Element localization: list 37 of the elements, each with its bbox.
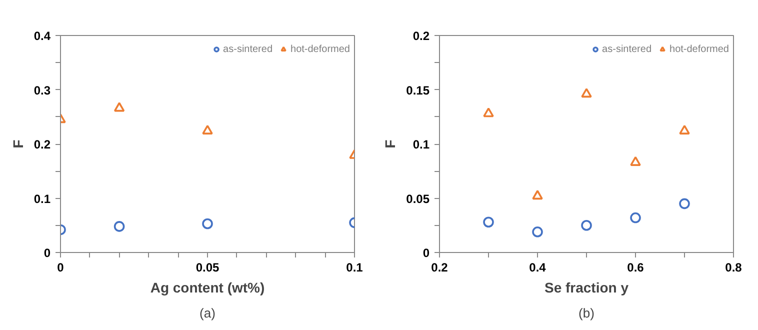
- point: [483, 216, 494, 228]
- x-tick-label: 0.1: [346, 260, 364, 274]
- point: [483, 108, 494, 118]
- point: [679, 124, 690, 134]
- text: (a): [200, 306, 216, 320]
- x-axis-title: Ag content (wt%): [150, 280, 265, 296]
- y-axis-title: F: [10, 139, 26, 148]
- x-tick-label: 0.8: [725, 260, 742, 274]
- x-tick-label: 0.6: [627, 260, 644, 274]
- legend-label: as-sintered: [223, 44, 273, 54]
- point: [532, 226, 543, 238]
- y-tick-label: 0: [44, 246, 51, 260]
- point: [630, 156, 641, 166]
- x-tick-label: 0.4: [529, 260, 546, 274]
- legend-label: as-sintered: [602, 44, 652, 54]
- y-tick-label: 0.1: [412, 138, 430, 152]
- point: [532, 190, 543, 200]
- legend-label: hot-deformed: [670, 44, 729, 54]
- y-tick-label: 0.15: [406, 83, 430, 98]
- x-axis-title: Se fraction y: [544, 280, 629, 296]
- y-axis-title: F: [382, 139, 398, 148]
- y-tick-label: 0: [422, 246, 430, 260]
- x-tick-label: 0.05: [196, 260, 220, 274]
- y-tick-label: 0.2: [412, 29, 430, 43]
- y-tick-label: 0.1: [34, 192, 51, 206]
- x-tick-label: 0: [57, 260, 64, 274]
- legend-label: hot-deformed: [290, 44, 350, 54]
- point: [630, 212, 641, 224]
- x-tick-label: 0.2: [431, 260, 448, 274]
- y-tick-label: 0.3: [34, 83, 51, 98]
- point: [581, 88, 592, 98]
- y-tick-label: 0.4: [34, 29, 51, 43]
- y-tick-label: 0.2: [34, 138, 51, 152]
- y-tick-label: 0.05: [406, 192, 430, 206]
- point: [581, 220, 592, 231]
- point: [679, 198, 690, 210]
- text: (b): [578, 306, 594, 320]
